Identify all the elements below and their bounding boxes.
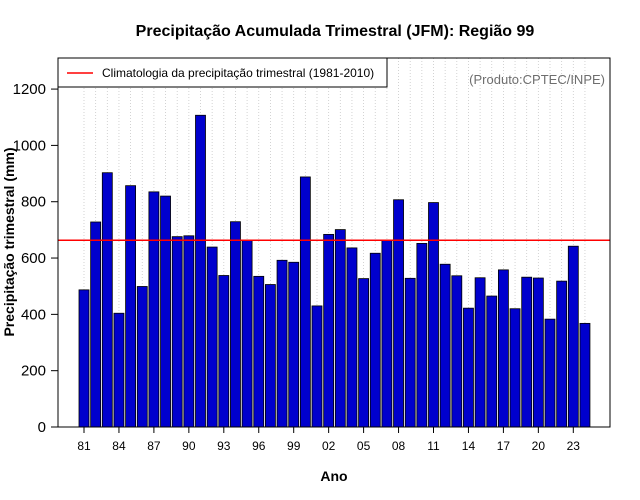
y-tick-label: 1000	[13, 137, 46, 154]
bar	[486, 295, 498, 428]
bar	[532, 277, 544, 428]
bar	[148, 191, 160, 428]
bar	[78, 289, 90, 428]
bar	[136, 286, 148, 428]
bar	[276, 259, 288, 428]
bar	[299, 176, 311, 428]
bar	[358, 278, 370, 428]
bar	[206, 246, 218, 428]
legend: Climatologia da precipitação trimestral …	[57, 57, 388, 88]
bar	[113, 312, 125, 428]
bar	[323, 233, 335, 428]
bar	[521, 276, 533, 428]
x-tick-label: 17	[497, 439, 511, 453]
x-axis: 81 84 87 90 93 96 99 02 05 08 11 14 17 20 23	[77, 427, 580, 453]
bar	[241, 239, 253, 428]
bar	[428, 202, 439, 428]
bar	[463, 307, 474, 428]
x-tick-label: 87	[147, 439, 161, 453]
y-tick-label: 800	[21, 194, 46, 211]
bar	[404, 277, 416, 428]
bar	[195, 114, 206, 428]
x-tick-label: 20	[532, 439, 546, 453]
y-tick-label: 1200	[13, 81, 46, 98]
bar	[288, 261, 300, 428]
bar	[160, 195, 171, 428]
bar	[439, 263, 451, 428]
bar	[218, 275, 230, 428]
bars	[78, 114, 591, 428]
bar	[90, 221, 102, 428]
x-tick-label: 81	[77, 439, 91, 453]
bar	[579, 322, 591, 428]
bar	[451, 275, 463, 428]
chart-title: Precipitação Acumulada Trimestral (JFM):…	[136, 23, 535, 40]
x-tick-label: 08	[392, 439, 406, 453]
y-tick-label: 600	[21, 250, 46, 267]
bar	[183, 235, 195, 428]
y-tick-label: 200	[21, 363, 46, 380]
x-tick-label: 02	[322, 439, 336, 453]
x-axis-title: Ano	[320, 468, 347, 484]
bar	[171, 236, 183, 428]
x-tick-label: 23	[567, 439, 581, 453]
source-note: (Produto:CPTEC/INPE)	[469, 72, 605, 87]
bar	[125, 185, 136, 428]
bar	[567, 245, 579, 428]
bar	[264, 284, 276, 428]
bar	[369, 252, 381, 428]
y-axis-title: Precipitação trimestral (mm)	[1, 147, 17, 336]
y-axis: 0 200 400 600 800 1000 1200	[13, 81, 58, 436]
x-tick-label: 14	[462, 439, 476, 453]
x-tick-label: 90	[182, 439, 196, 453]
legend-box	[57, 57, 388, 88]
bar	[334, 229, 346, 428]
x-tick-label: 99	[287, 439, 301, 453]
bar	[497, 269, 509, 428]
x-tick-label: 93	[217, 439, 231, 453]
bar	[311, 305, 323, 428]
bar	[509, 308, 521, 428]
x-tick-label: 96	[252, 439, 266, 453]
bar	[230, 221, 241, 428]
bar	[556, 280, 568, 428]
bar	[253, 275, 265, 428]
bar	[416, 242, 428, 428]
bar	[101, 172, 113, 428]
bar	[544, 318, 556, 428]
y-tick-label: 0	[38, 419, 46, 436]
bar	[381, 239, 393, 428]
bar	[346, 247, 358, 428]
bar	[393, 199, 404, 428]
y-tick-label: 400	[21, 306, 46, 323]
legend-label: Climatologia da precipitação trimestral …	[102, 66, 374, 80]
x-tick-label: 11	[427, 439, 440, 453]
bar	[474, 277, 486, 428]
x-tick-label: 84	[112, 439, 126, 453]
x-tick-label: 05	[357, 439, 371, 453]
